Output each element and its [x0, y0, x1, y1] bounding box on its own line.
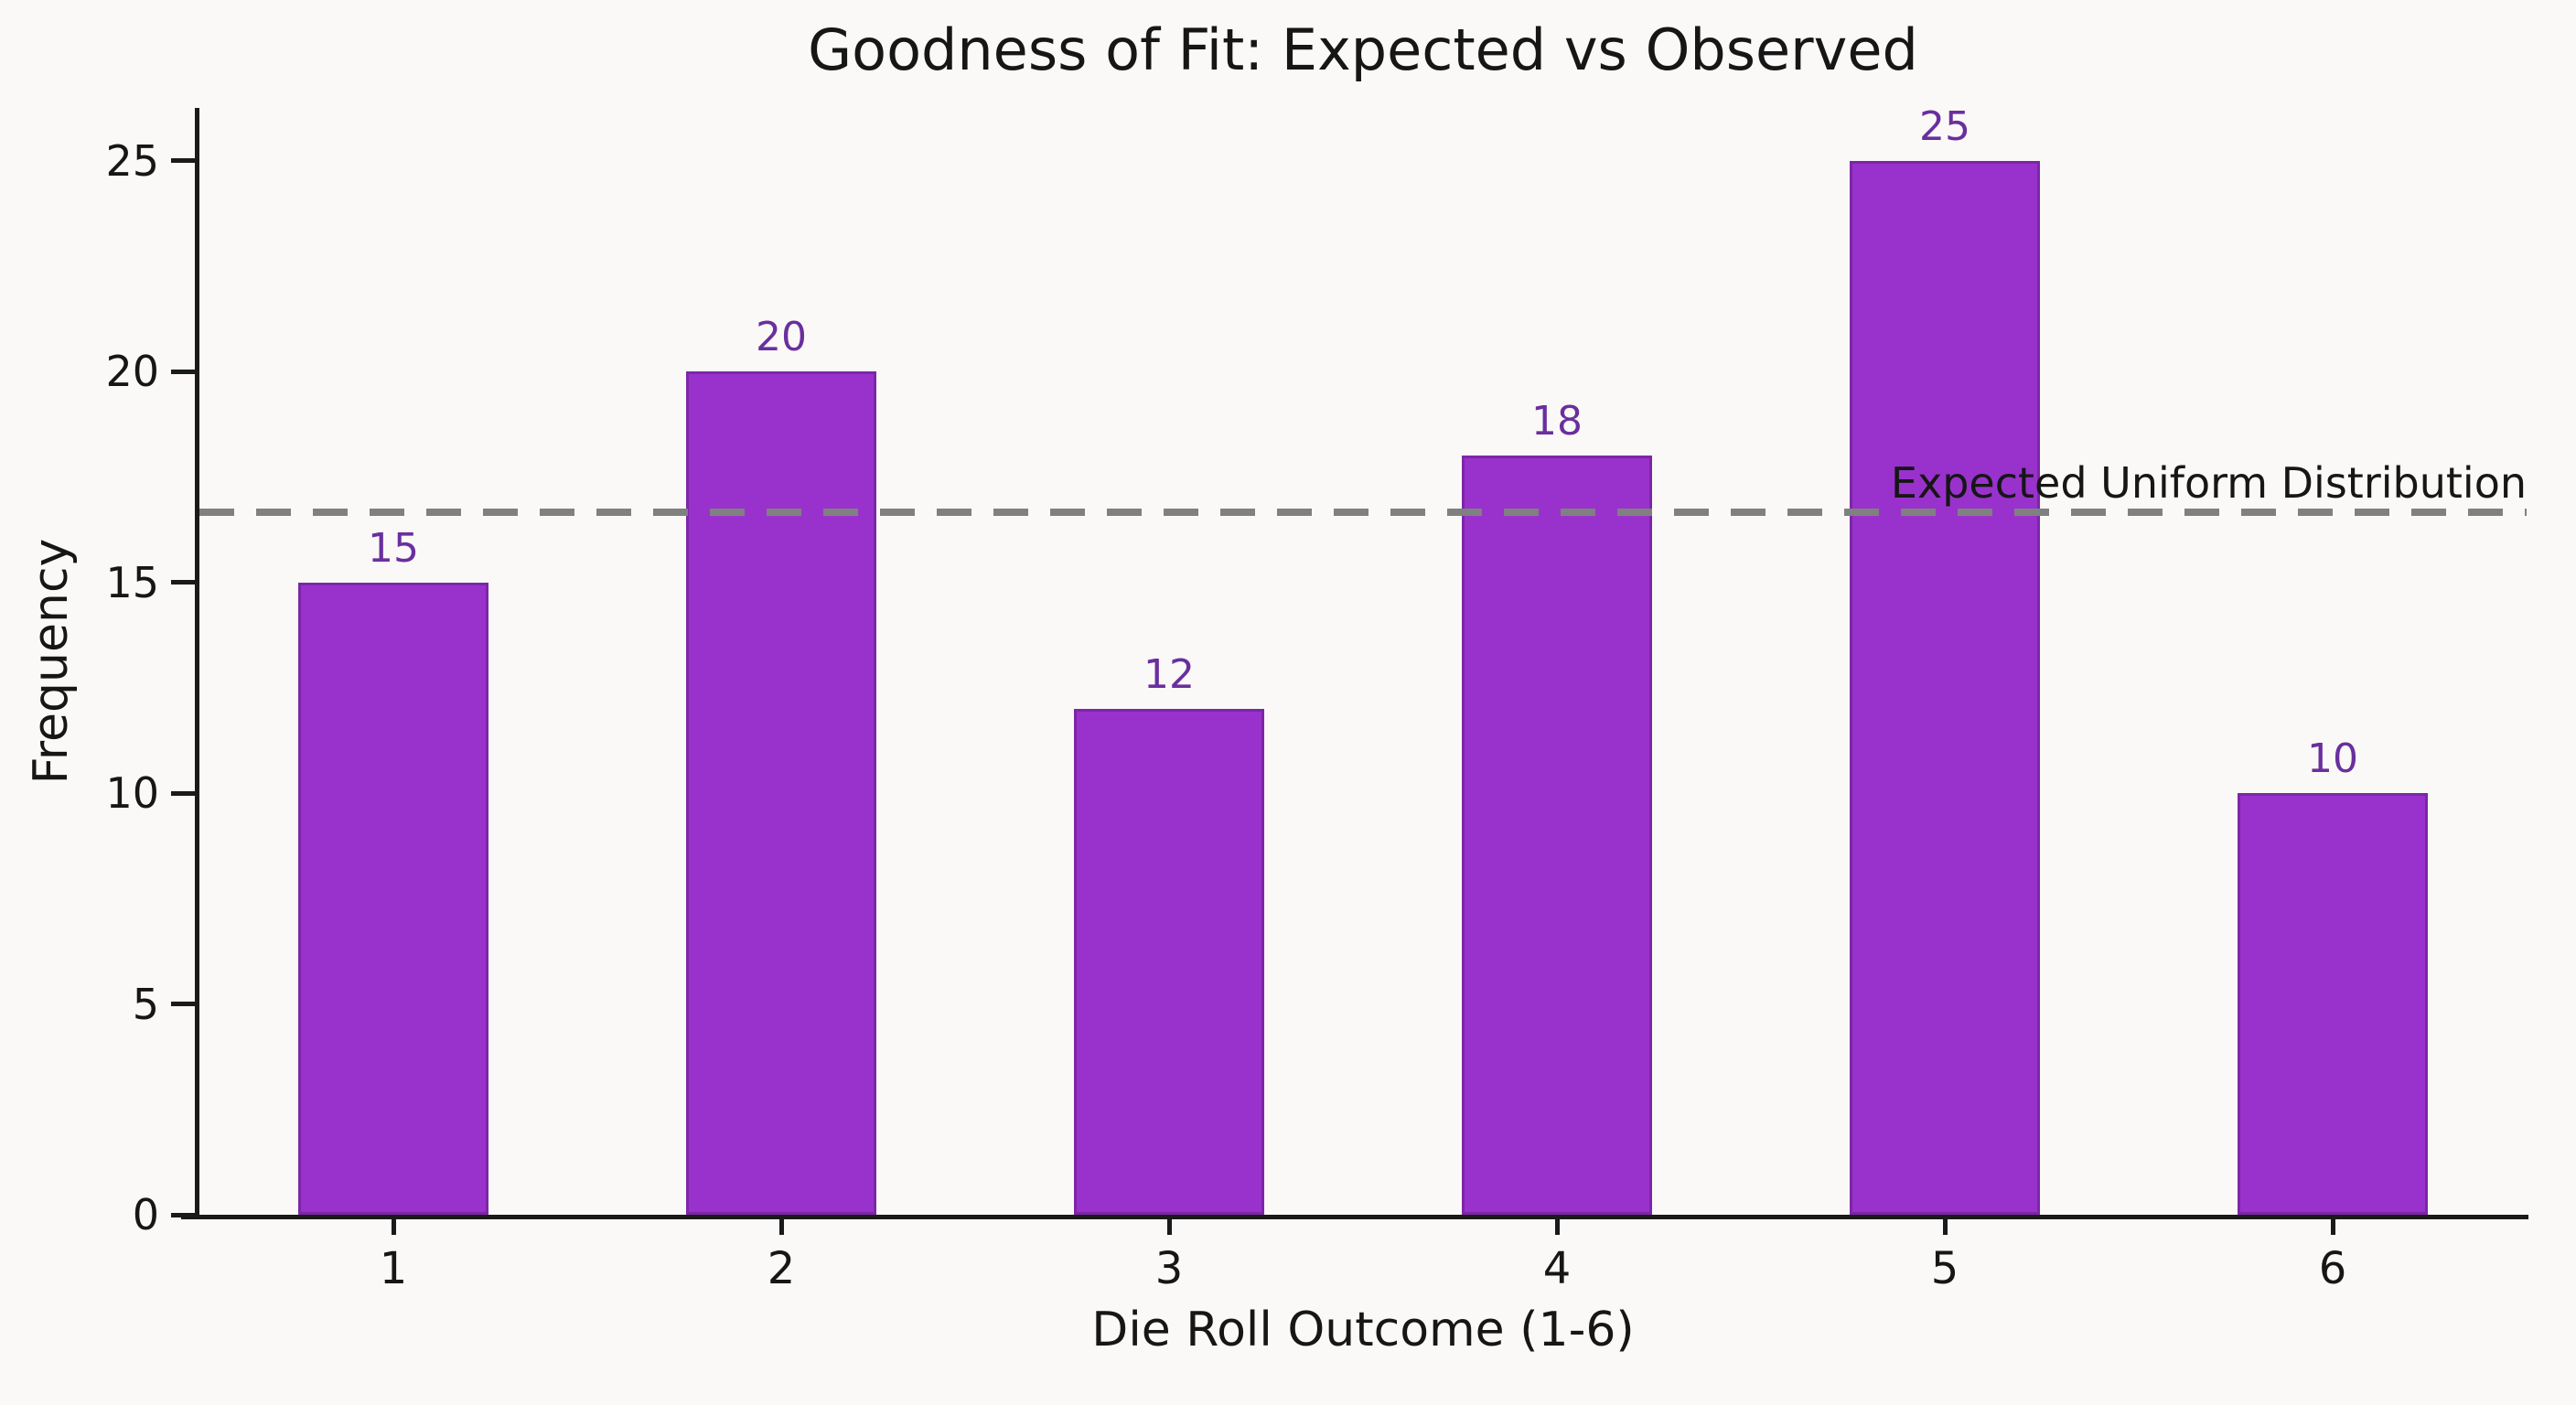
x-tick-mark: [1942, 1215, 1948, 1235]
bar: [1462, 456, 1652, 1215]
chart-title: Goodness of Fit: Expected vs Observed: [808, 16, 1918, 83]
x-tick-mark: [1166, 1215, 1172, 1235]
x-tick-label: 6: [2318, 1243, 2347, 1294]
expected-uniform-line: [199, 508, 2527, 516]
y-tick-label: 15: [105, 557, 159, 607]
y-tick-mark: [171, 580, 195, 585]
bar: [1850, 160, 2040, 1215]
x-tick-mark: [2330, 1215, 2335, 1235]
y-tick-label: 10: [105, 768, 159, 819]
x-tick-mark: [391, 1215, 396, 1235]
bar-value-label: 15: [368, 524, 419, 572]
x-tick-label: 2: [767, 1243, 796, 1294]
y-tick-label: 20: [105, 347, 159, 397]
bar: [686, 371, 876, 1215]
bar-value-label: 12: [1143, 650, 1195, 698]
y-tick-mark: [171, 790, 195, 796]
bar: [2238, 793, 2428, 1215]
y-axis-line: [195, 108, 199, 1219]
y-tick-mark: [171, 158, 195, 164]
y-tick-label: 25: [105, 135, 159, 186]
bar-value-label: 18: [1531, 398, 1583, 445]
x-tick-mark: [778, 1215, 784, 1235]
expected-uniform-line-label: Expected Uniform Distribution: [1890, 457, 2527, 508]
bar: [298, 582, 488, 1215]
y-tick-mark: [171, 369, 195, 374]
x-axis-line: [181, 1215, 2528, 1219]
x-tick-mark: [1554, 1215, 1560, 1235]
x-tick-label: 4: [1542, 1243, 1572, 1294]
x-tick-label: 3: [1154, 1243, 1184, 1294]
bar-value-label: 25: [1919, 102, 1970, 150]
bar: [1074, 708, 1264, 1215]
y-tick-label: 0: [132, 1190, 159, 1239]
y-tick-label: 5: [132, 979, 159, 1029]
x-tick-label: 5: [1930, 1243, 1959, 1294]
bar-value-label: 10: [2307, 735, 2358, 783]
x-axis-label: Die Roll Outcome (1-6): [1091, 1303, 1635, 1357]
bar-value-label: 20: [756, 314, 807, 361]
y-tick-mark: [171, 1212, 195, 1217]
y-tick-mark: [171, 1002, 195, 1007]
x-tick-label: 1: [379, 1243, 408, 1294]
